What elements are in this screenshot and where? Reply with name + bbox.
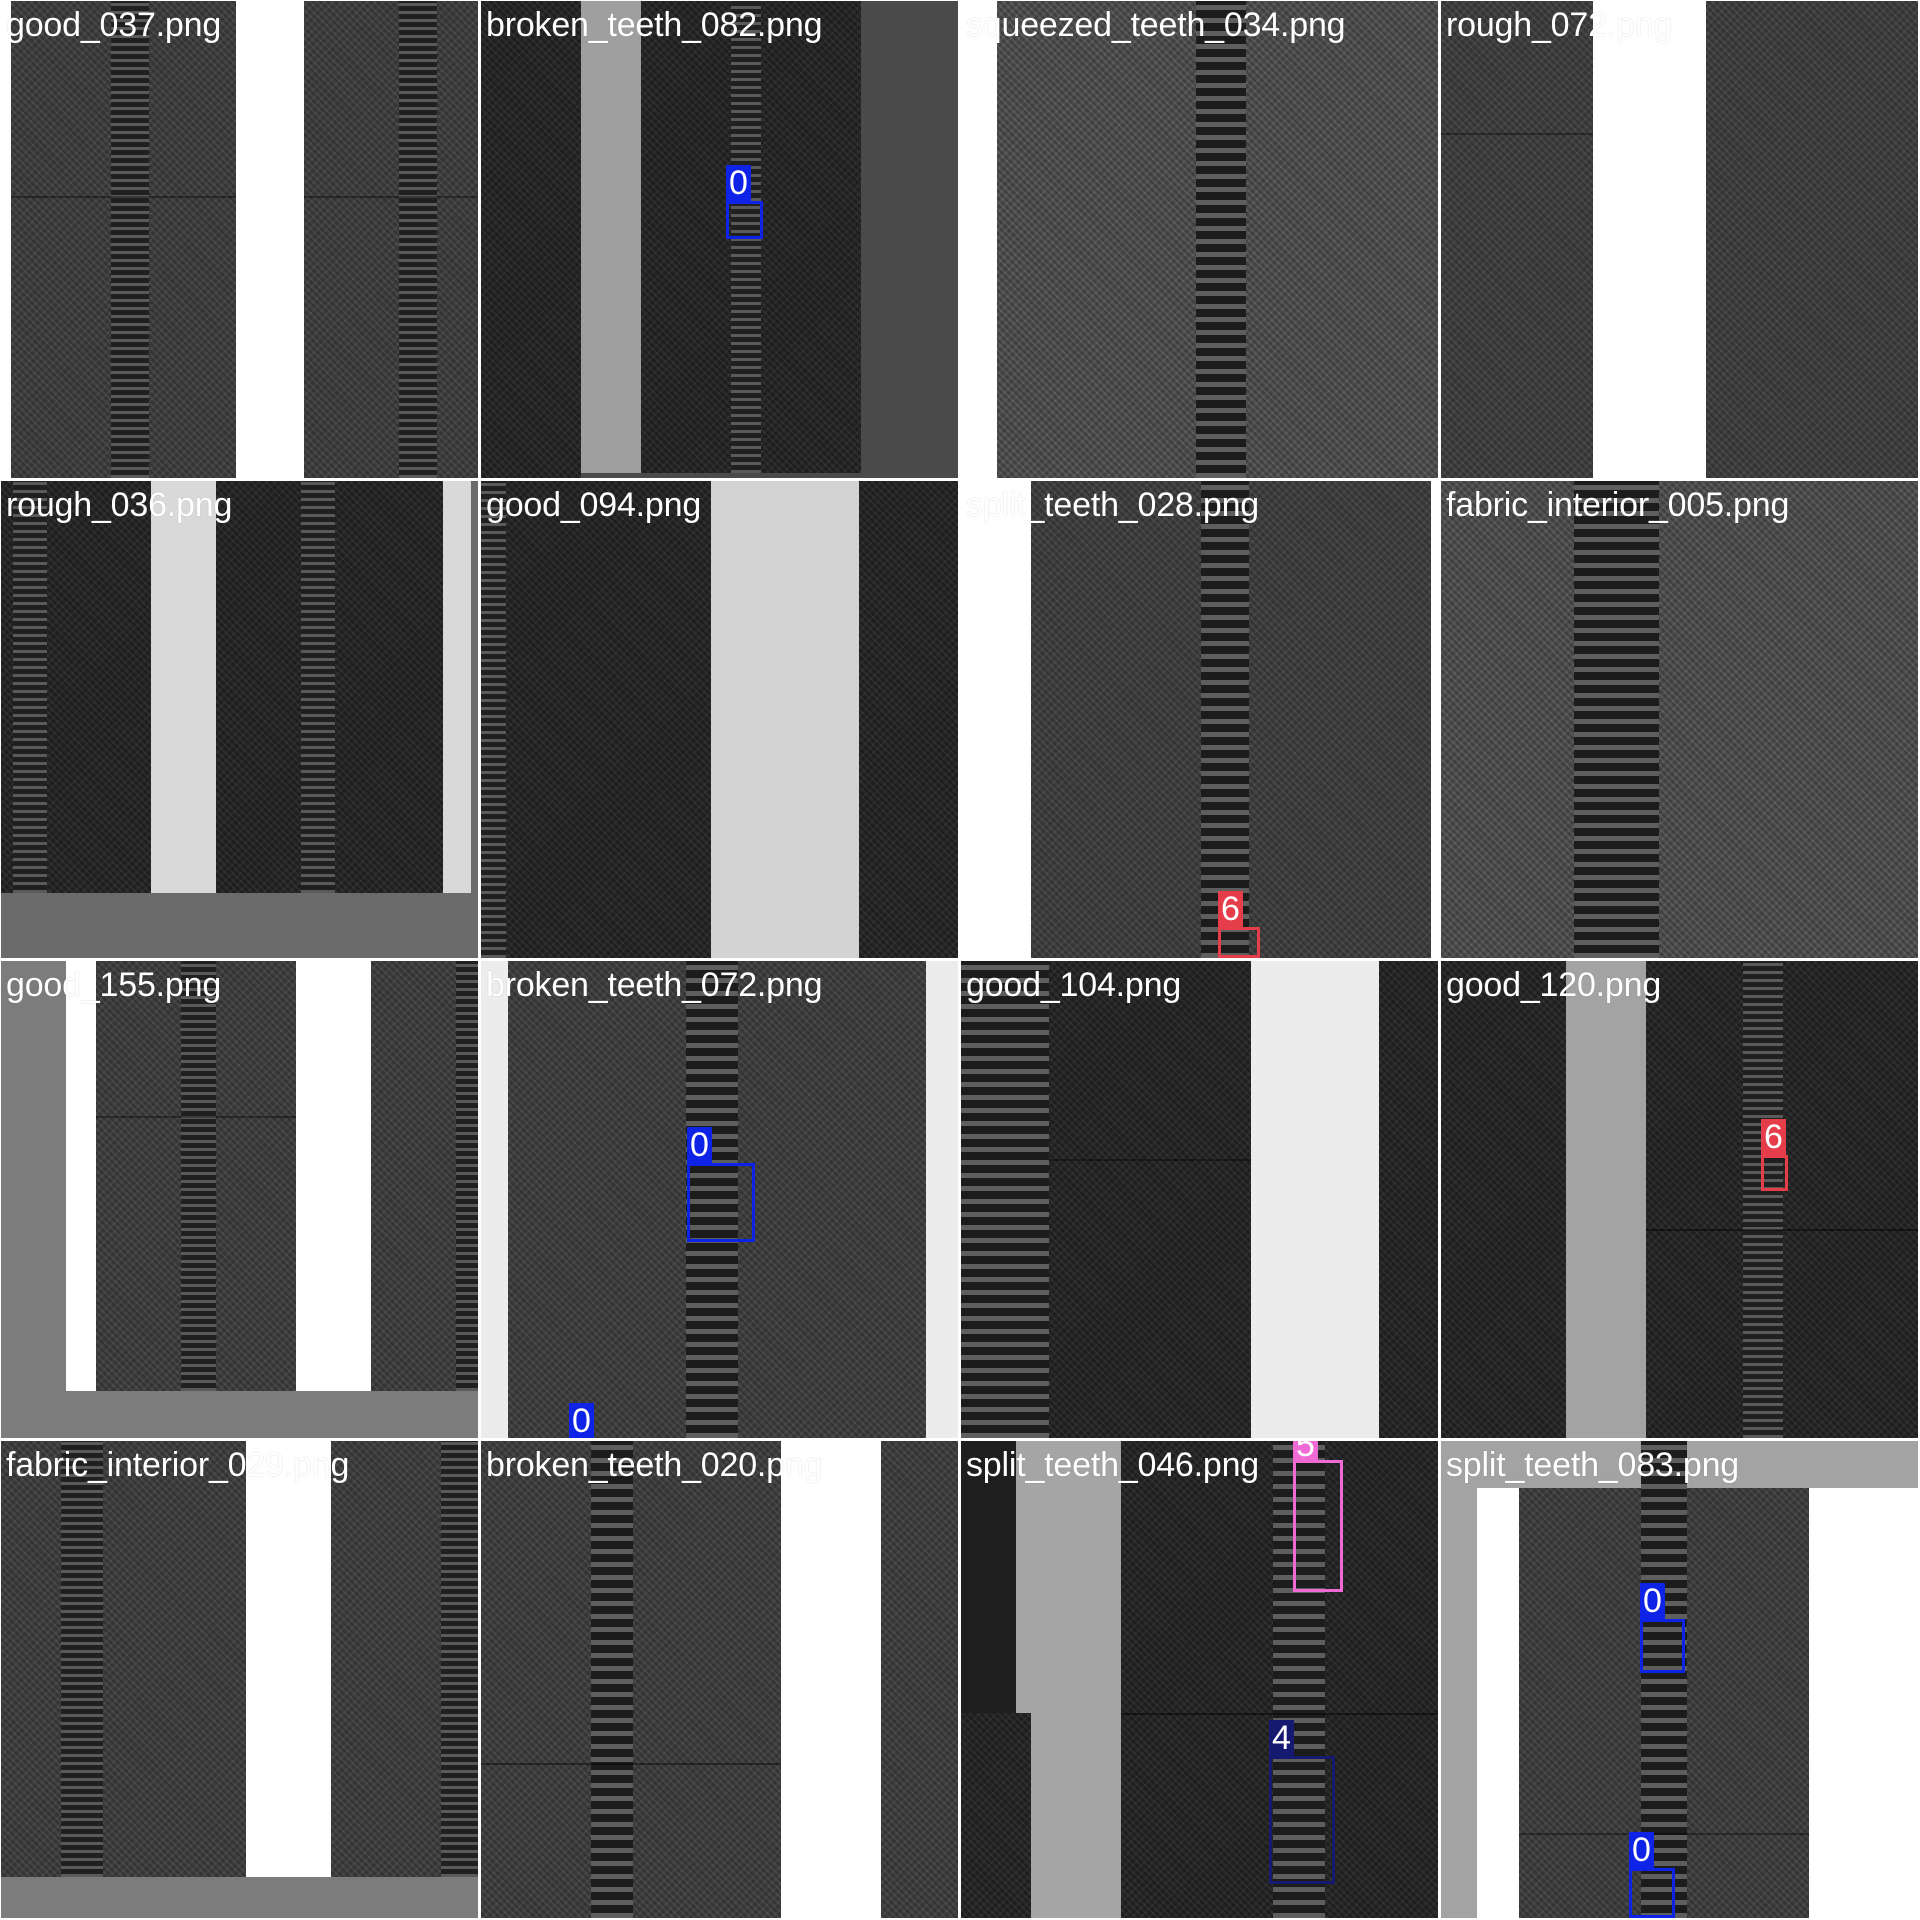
tile-split-teeth-083: split_teeth_083.png 0 0 [1441,1441,1918,1918]
tile-good-155: good_155.png [1,961,478,1438]
tile-good-037: good_037.png [1,1,478,478]
tile-label: broken_teeth_082.png [486,6,823,44]
tile-rough-072: rough_072.png [1441,1,1918,478]
tile-split-teeth-046: split_teeth_046.png 5 4 [961,1441,1438,1918]
tile-fabric-interior-029: fabric_interior_029.png [1,1441,478,1918]
defect-class-tag: 5 [1293,1441,1318,1463]
tile-broken-teeth-020: broken_teeth_020.png [481,1441,958,1918]
tile-good-120: good_120.png 6 [1441,961,1918,1438]
tile-label: split_teeth_028.png [966,486,1260,524]
defect-class-tag: 0 [1640,1583,1665,1619]
tile-squeezed-teeth-034: squeezed_teeth_034.png [961,1,1438,478]
defect-class-tag: 6 [1218,891,1243,927]
tile-broken-teeth-072: broken_teeth_072.png 0 0 [481,961,958,1438]
tile-label: broken_teeth_020.png [486,1446,823,1484]
defect-box [1640,1619,1685,1673]
tile-label: broken_teeth_072.png [486,966,823,1004]
tile-good-104: good_104.png [961,961,1438,1438]
tile-broken-teeth-082: broken_teeth_082.png 0 [481,1,958,478]
tile-fabric-interior-005: fabric_interior_005.png [1441,481,1918,958]
defect-class-tag: 4 [1269,1720,1294,1756]
tile-label: rough_072.png [1446,6,1673,44]
defect-box [1629,1868,1675,1918]
tile-label: fabric_interior_029.png [6,1446,350,1484]
defect-class-tag: 0 [569,1403,594,1438]
defect-class-tag: 0 [687,1127,712,1163]
tile-split-teeth-028: split_teeth_028.png 6 [961,481,1438,958]
tile-label: squeezed_teeth_034.png [966,6,1346,44]
defect-box [1293,1460,1343,1592]
defect-box [1761,1155,1788,1191]
tile-label: good_094.png [486,486,702,524]
tile-good-094: good_094.png [481,481,958,958]
defect-box [1269,1756,1335,1884]
defect-class-tag: 6 [1761,1119,1786,1155]
tile-label: good_104.png [966,966,1182,1004]
defect-box [726,201,763,239]
tile-label: good_037.png [6,6,222,44]
tile-label: rough_036.png [6,486,233,524]
tile-label: split_teeth_046.png [966,1446,1260,1484]
tile-label: split_teeth_083.png [1446,1446,1740,1484]
tile-label: good_155.png [6,966,222,1004]
tile-label: good_120.png [1446,966,1662,1004]
defect-box [687,1163,755,1242]
tile-label: fabric_interior_005.png [1446,486,1790,524]
defect-class-tag: 0 [726,165,751,201]
tile-rough-036: rough_036.png [1,481,478,958]
defect-box [1218,927,1260,958]
defect-class-tag: 0 [1629,1832,1654,1868]
